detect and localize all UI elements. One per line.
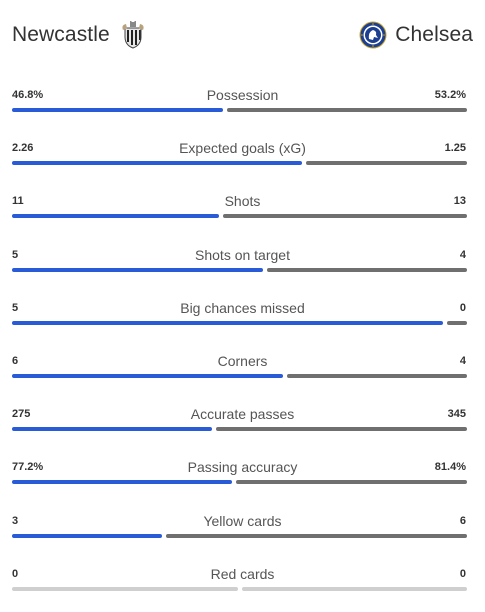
chelsea-crest-icon xyxy=(358,20,388,50)
home-bar xyxy=(12,480,232,485)
away-bar xyxy=(267,267,467,272)
away-value: 81.4% xyxy=(434,461,466,474)
home-bar xyxy=(12,427,212,432)
home-value: 5 xyxy=(12,248,19,261)
home-bar xyxy=(12,320,443,325)
home-value: 275 xyxy=(12,408,31,421)
home-bar xyxy=(12,373,283,378)
home-value: 0 xyxy=(12,567,19,580)
home-value: 46.8% xyxy=(12,89,44,101)
away-value: 6 xyxy=(459,514,466,527)
away-bar xyxy=(241,586,467,591)
away-team: Chelsea xyxy=(358,20,473,50)
comparison-bar xyxy=(12,533,467,538)
stat-row-accurate-passes: 275 Accurate passes 345 xyxy=(0,399,485,452)
away-value: 4 xyxy=(459,354,466,367)
stat-label: Expected goals (xG) xyxy=(179,140,306,157)
stat-row-shots-on-target: 5 Shots on target 4 xyxy=(0,240,485,293)
away-value: 0 xyxy=(459,567,466,580)
comparison-bar xyxy=(12,267,467,272)
home-value: 11 xyxy=(12,195,24,208)
comparison-bar xyxy=(12,427,467,432)
comparison-bar xyxy=(12,373,467,378)
home-bar xyxy=(12,214,219,219)
newcastle-crest-icon xyxy=(118,20,148,50)
comparison-bar xyxy=(12,214,467,219)
comparison-bar xyxy=(12,108,467,112)
stat-label: Shots xyxy=(224,193,261,210)
stat-row-passing-accuracy: 77.2% Passing accuracy 81.4% xyxy=(0,452,485,505)
home-value: 5 xyxy=(12,301,19,314)
away-bar xyxy=(447,320,467,325)
stat-label: Yellow cards xyxy=(203,512,282,529)
home-value: 77.2% xyxy=(12,461,44,474)
comparison-bar xyxy=(12,320,467,325)
home-bar xyxy=(12,586,238,591)
stat-row-shots: 11 Shots 13 xyxy=(0,186,485,239)
away-bar xyxy=(306,161,467,166)
home-bar xyxy=(12,533,162,538)
home-bar xyxy=(12,267,263,272)
away-team-name: Chelsea xyxy=(395,23,473,46)
stat-row-corners: 6 Corners 4 xyxy=(0,346,485,399)
home-team: Newcastle xyxy=(12,20,148,50)
away-value: 1.25 xyxy=(444,142,466,155)
home-bar xyxy=(12,108,223,112)
comparison-bar xyxy=(12,480,467,485)
stat-label: Corners xyxy=(217,352,268,369)
match-header: Newcastle xyxy=(0,0,485,70)
away-bar xyxy=(287,373,467,378)
away-bar xyxy=(216,427,467,432)
stat-label: Accurate passes xyxy=(190,406,295,423)
away-value: 0 xyxy=(459,301,466,314)
stat-label: Possession xyxy=(206,87,279,103)
stat-label: Red cards xyxy=(210,565,275,582)
home-bar xyxy=(12,161,302,166)
stat-label: Shots on target xyxy=(195,246,290,263)
home-value: 3 xyxy=(12,514,19,527)
stats-list: 46.8% Possession 53.2% 2.26 Expected goa… xyxy=(0,80,485,612)
home-value: 6 xyxy=(12,354,19,367)
away-bar xyxy=(236,480,467,485)
away-value: 4 xyxy=(459,248,466,261)
away-value: 53.2% xyxy=(434,89,466,101)
home-team-name: Newcastle xyxy=(12,23,110,46)
away-bar xyxy=(227,108,467,112)
away-bar xyxy=(166,533,467,538)
away-value: 345 xyxy=(447,408,466,421)
stat-label: Big chances missed xyxy=(180,299,305,316)
away-value: 13 xyxy=(453,195,466,208)
stat-row-expected-goals: 2.26 Expected goals (xG) 1.25 xyxy=(0,133,485,186)
comparison-bar xyxy=(12,586,467,591)
stat-row-red-cards: 0 Red cards 0 xyxy=(0,559,485,612)
stat-row-big-chances-missed: 5 Big chances missed 0 xyxy=(0,293,485,346)
stat-label: Passing accuracy xyxy=(187,459,298,476)
away-bar xyxy=(223,214,467,219)
stat-row-yellow-cards: 3 Yellow cards 6 xyxy=(0,506,485,559)
home-value: 2.26 xyxy=(12,142,34,155)
stat-row-possession: 46.8% Possession 53.2% xyxy=(0,80,485,133)
comparison-bar xyxy=(12,161,467,166)
